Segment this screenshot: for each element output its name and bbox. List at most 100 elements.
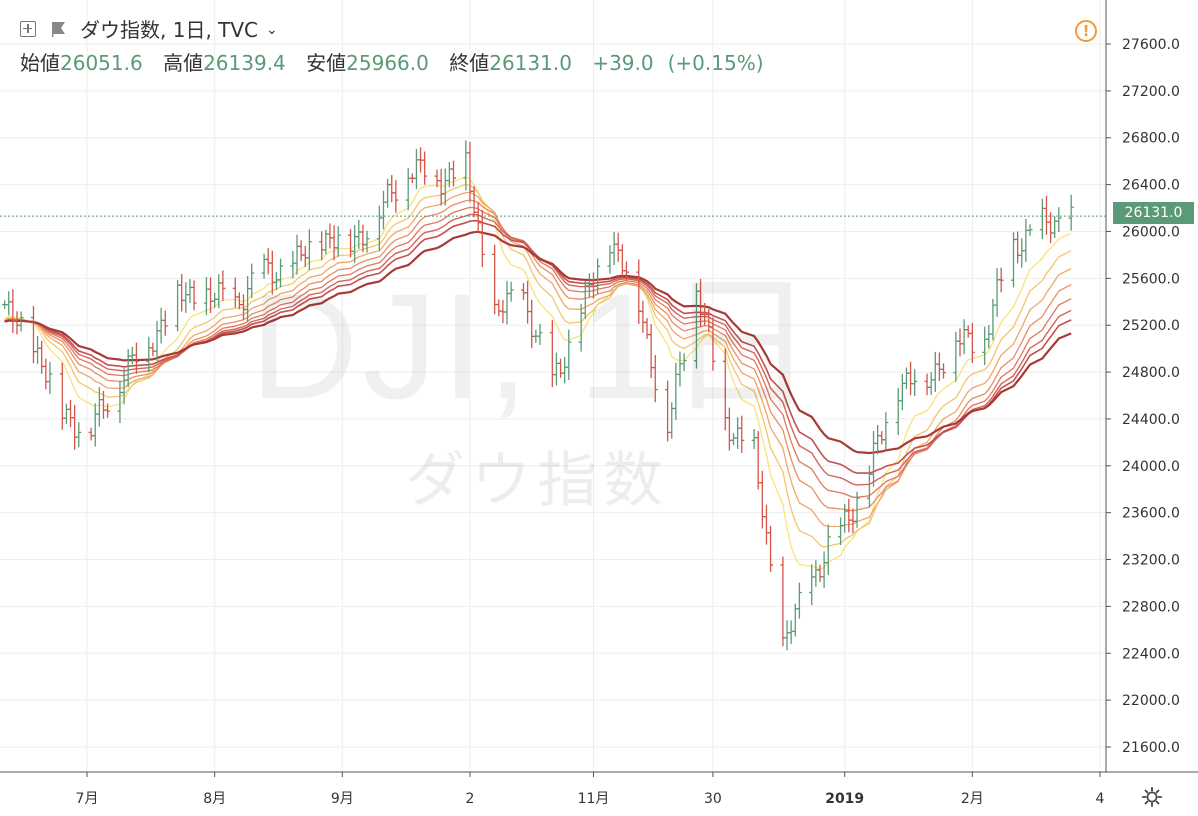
high-label: 高値 xyxy=(163,51,204,75)
price-bar xyxy=(842,503,848,533)
price-bar xyxy=(6,291,12,316)
price-bar xyxy=(965,325,971,338)
price-bars xyxy=(2,140,1074,651)
price-bar xyxy=(846,498,852,533)
price-bar xyxy=(883,412,889,451)
plus-square-icon[interactable] xyxy=(20,20,36,37)
open-label: 始値 xyxy=(20,51,60,75)
y-tick-label: 22800.0 xyxy=(1122,599,1180,615)
price-bar xyxy=(10,289,16,333)
price-bar xyxy=(537,323,543,345)
price-bar xyxy=(759,470,765,529)
price-bar xyxy=(879,431,885,445)
alert-icon[interactable]: ! xyxy=(1075,20,1097,42)
price-bar xyxy=(76,422,82,448)
price-bar xyxy=(125,349,131,388)
price-bar xyxy=(150,342,156,357)
price-bar xyxy=(595,258,601,295)
ma-ribbon xyxy=(4,175,1072,570)
price-bar xyxy=(953,331,959,382)
price-bar xyxy=(335,226,341,257)
price-bar xyxy=(191,280,197,311)
x-tick-label: 30 xyxy=(704,791,722,807)
ma-line-10 xyxy=(4,175,1072,570)
y-tick-label: 24400.0 xyxy=(1122,412,1180,428)
last-price-tag: 26131.0 xyxy=(1113,202,1194,224)
price-bar xyxy=(994,268,1000,317)
x-tick-label: 2019 xyxy=(825,791,864,807)
price-bar xyxy=(187,279,193,303)
x-tick-label: 2月 xyxy=(961,791,984,807)
y-tick-label: 21600.0 xyxy=(1122,740,1180,756)
low-label: 安値 xyxy=(306,51,347,75)
price-bar xyxy=(18,311,24,332)
price-bar xyxy=(364,230,370,253)
price-bar xyxy=(1068,194,1074,231)
price-bar xyxy=(405,168,411,211)
price-bar xyxy=(438,168,444,206)
y-tick-label: 26400.0 xyxy=(1122,178,1180,194)
low-value: 25966.0 xyxy=(346,51,429,75)
price-bar xyxy=(183,282,189,313)
ohlc-legend: 始値26051.6 高値26139.4 安値25966.0 終値26131.0 … xyxy=(20,47,778,76)
y-tick-label: 27600.0 xyxy=(1122,37,1180,53)
price-bar xyxy=(1023,218,1029,262)
watermark-name: ダウ指数 xyxy=(405,446,669,516)
price-bar xyxy=(982,326,988,365)
flag-icon[interactable] xyxy=(52,21,66,37)
y-tick-label: 22000.0 xyxy=(1122,693,1180,709)
price-bar xyxy=(47,361,53,394)
price-bar xyxy=(92,403,98,447)
price-bar xyxy=(1015,231,1021,264)
price-bar xyxy=(813,560,819,587)
price-bar xyxy=(105,403,111,418)
price-bar xyxy=(413,148,419,190)
change-percent: (+0.15%) xyxy=(667,51,764,75)
price-bar xyxy=(278,258,284,288)
change-value: +39.0 xyxy=(592,51,654,75)
price-bar xyxy=(998,267,1004,293)
price-bar xyxy=(1048,212,1054,244)
price-bar xyxy=(232,277,238,308)
y-tick-label: 24000.0 xyxy=(1122,459,1180,475)
price-bar xyxy=(780,556,786,647)
price-bar xyxy=(986,325,992,349)
price-bar xyxy=(957,328,963,357)
chevron-down-icon[interactable]: ⌄ xyxy=(266,21,278,38)
price-bar xyxy=(681,353,687,372)
symbol-title[interactable]: ダウ指数, 1日, TVC xyxy=(80,18,259,42)
price-bar xyxy=(385,178,391,208)
price-bar xyxy=(450,160,456,187)
price-bar xyxy=(763,504,769,545)
y-tick-label: 24800.0 xyxy=(1122,365,1180,381)
price-bar xyxy=(30,305,36,364)
high-value: 26139.4 xyxy=(203,51,286,75)
price-bar xyxy=(899,373,905,411)
price-bar xyxy=(854,491,860,528)
price-bar xyxy=(43,358,49,390)
price-bar xyxy=(796,582,802,619)
x-tick-label: 7月 xyxy=(76,791,99,807)
chart-header: ダウ指数, 1日, TVC ⌄ xyxy=(20,14,278,43)
price-bar xyxy=(1056,207,1062,233)
price-bar xyxy=(784,620,790,651)
price-bar xyxy=(88,427,94,441)
price-bar xyxy=(817,564,823,583)
gear-icon[interactable] xyxy=(1141,786,1163,808)
price-bar xyxy=(895,388,901,436)
price-bar xyxy=(59,362,65,430)
price-bar xyxy=(871,430,877,487)
price-bar xyxy=(63,403,69,424)
price-bar xyxy=(68,399,74,428)
price-bar xyxy=(825,524,831,576)
y-tick-label: 25200.0 xyxy=(1122,318,1180,334)
x-tick-label: 4 xyxy=(1096,791,1105,807)
price-bar xyxy=(788,620,794,644)
price-bar xyxy=(220,270,226,301)
y-tick-label: 25600.0 xyxy=(1122,271,1180,287)
price-bar xyxy=(652,355,658,403)
price-bar xyxy=(463,140,469,191)
y-tick-label: 26800.0 xyxy=(1122,131,1180,147)
price-bar xyxy=(249,263,255,299)
